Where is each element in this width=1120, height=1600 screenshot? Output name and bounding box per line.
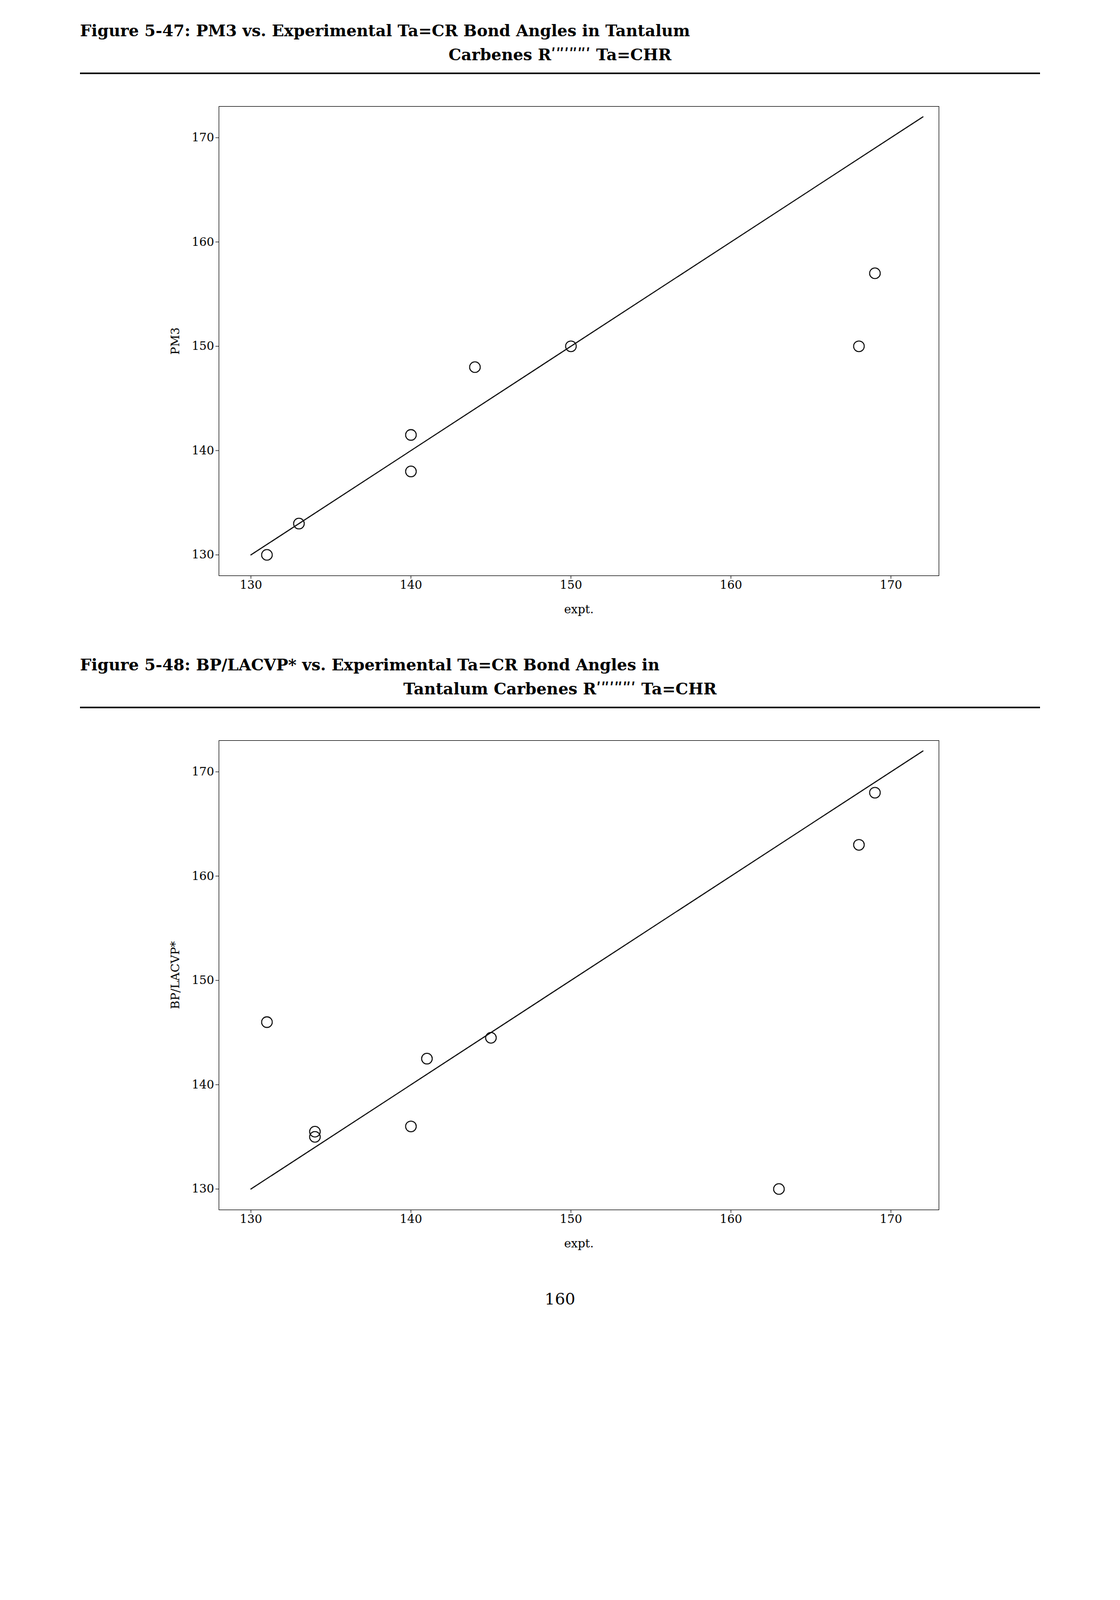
svg-text:160: 160 bbox=[720, 578, 743, 592]
svg-text:expt.: expt. bbox=[564, 602, 594, 616]
svg-text:140: 140 bbox=[192, 1077, 215, 1092]
svg-text:150: 150 bbox=[192, 339, 215, 353]
svg-text:150: 150 bbox=[560, 578, 583, 592]
svg-text:140: 140 bbox=[192, 443, 215, 458]
svg-text:160: 160 bbox=[720, 1212, 743, 1226]
svg-text:150: 150 bbox=[560, 1212, 583, 1226]
svg-text:130: 130 bbox=[192, 1181, 215, 1196]
svg-text:PM3: PM3 bbox=[168, 327, 182, 355]
html-text:Figure 5-47: PM3 vs. Experimen: Figure 5-47: PM3 vs. Experimental Ta=CR … bbox=[80, 21, 691, 40]
svg-text:170: 170 bbox=[880, 578, 903, 592]
html-text:Figure 5-48: BP/LACVP* vs. Exp: Figure 5-48: BP/LACVP* vs. Experimental … bbox=[80, 655, 660, 675]
svg-text:140: 140 bbox=[400, 1212, 423, 1226]
html-text:160: 160 bbox=[544, 1289, 576, 1309]
svg-text:130: 130 bbox=[240, 1212, 263, 1226]
svg-text:160: 160 bbox=[192, 869, 215, 883]
svg-text:expt.: expt. bbox=[564, 1236, 594, 1251]
svg-text:130: 130 bbox=[192, 547, 215, 562]
svg-text:160: 160 bbox=[192, 235, 215, 249]
svg-text:170: 170 bbox=[192, 130, 215, 144]
svg-text:150: 150 bbox=[192, 973, 215, 987]
svg-text:170: 170 bbox=[192, 764, 215, 779]
svg-text:140: 140 bbox=[400, 578, 423, 592]
svg-text:130: 130 bbox=[240, 578, 263, 592]
html-text:Carbenes Rʹʺʹʺʺʹ Ta=CHR: Carbenes Rʹʺʹʺʺʹ Ta=CHR bbox=[448, 45, 672, 64]
svg-text:170: 170 bbox=[880, 1212, 903, 1226]
svg-text:BP/LACVP*: BP/LACVP* bbox=[168, 941, 182, 1010]
html-text:Tantalum Carbenes Rʹʺʹʺʺʹ Ta=C: Tantalum Carbenes Rʹʺʹʺʺʹ Ta=CHR bbox=[403, 679, 717, 699]
